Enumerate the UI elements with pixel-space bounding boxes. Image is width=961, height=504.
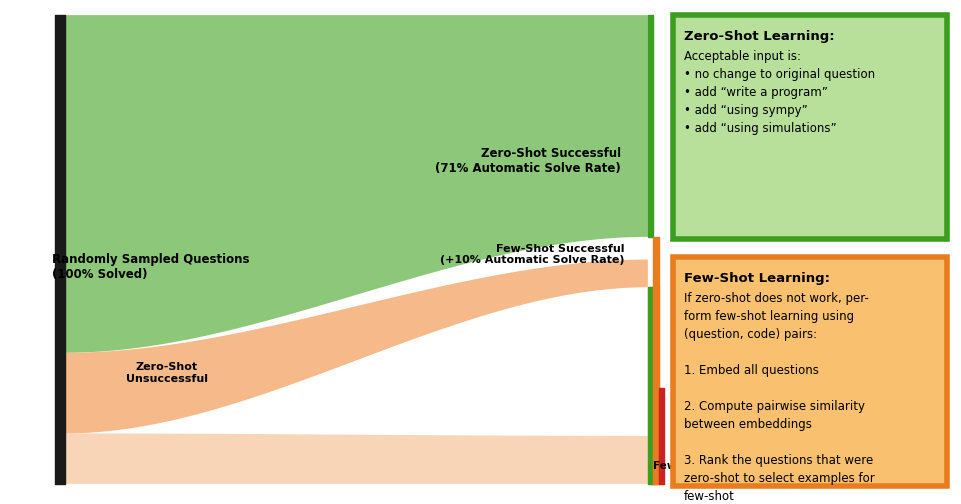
Text: If zero-shot does not work, per-
form few-shot learning using
(question, code) p: If zero-shot does not work, per- form fe… — [684, 292, 875, 503]
Polygon shape — [648, 287, 658, 484]
Text: Acceptable input is:
• no change to original question
• add “write a program”
• : Acceptable input is: • no change to orig… — [684, 50, 875, 136]
Polygon shape — [64, 433, 648, 484]
Text: Zero-Shot Successful
(71% Automatic Solve Rate): Zero-Shot Successful (71% Automatic Solv… — [435, 147, 621, 175]
Polygon shape — [652, 388, 658, 484]
Polygon shape — [64, 15, 648, 353]
Text: Zero-Shot Learning:: Zero-Shot Learning: — [684, 30, 835, 43]
Text: Few-Shot Learning:: Few-Shot Learning: — [684, 272, 830, 285]
Polygon shape — [64, 260, 648, 433]
Text: Manual Modification (19%): Manual Modification (19%) — [672, 449, 830, 459]
Text: Few-Shot Unsuccessful: Few-Shot Unsuccessful — [653, 461, 789, 471]
Text: Randomly Sampled Questions
(100% Solved): Randomly Sampled Questions (100% Solved) — [52, 253, 250, 281]
Text: Few-Shot Successful
(+10% Automatic Solve Rate): Few-Shot Successful (+10% Automatic Solv… — [440, 244, 625, 265]
Text: Zero-Shot
Unsuccessful: Zero-Shot Unsuccessful — [126, 362, 208, 384]
